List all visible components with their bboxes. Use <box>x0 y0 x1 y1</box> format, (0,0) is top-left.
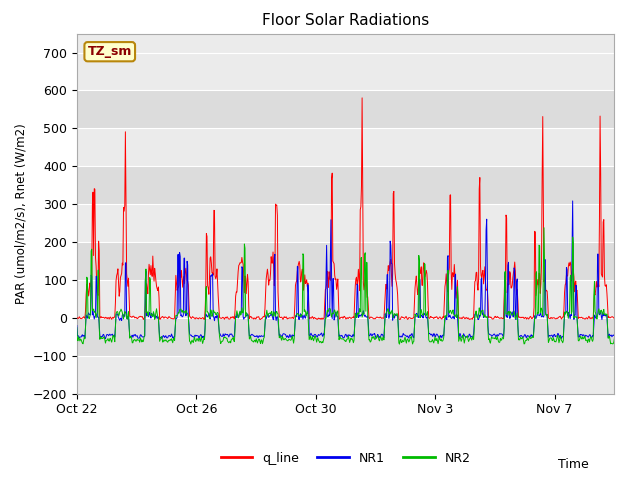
Text: TZ_sm: TZ_sm <box>88 45 132 58</box>
Text: Time: Time <box>558 458 589 471</box>
q_line <box>256 317 264 323</box>
NR1 <box>508 310 515 316</box>
NR2 <box>269 313 276 319</box>
NR2 <box>508 312 515 318</box>
q_line <box>298 269 305 275</box>
NR1 <box>378 331 386 337</box>
q_line <box>508 282 516 288</box>
q_line <box>269 249 277 255</box>
Bar <box>77 90 614 128</box>
Bar <box>77 166 614 204</box>
Bar <box>77 356 614 394</box>
Y-axis label: PAR (umol/m2/s), Rnet (W/m2): PAR (umol/m2/s), Rnet (W/m2) <box>14 123 27 304</box>
NR2 <box>378 336 385 342</box>
NR2 <box>73 325 81 331</box>
Bar <box>77 318 614 356</box>
NR1 <box>269 316 277 322</box>
Line: NR1: NR1 <box>77 201 614 338</box>
NR1 <box>569 198 577 204</box>
Bar <box>77 128 614 166</box>
NR2 <box>611 336 618 341</box>
Line: q_line: q_line <box>77 98 614 320</box>
NR2 <box>396 341 403 347</box>
Legend: q_line, NR1, NR2: q_line, NR1, NR2 <box>216 447 476 469</box>
NR1 <box>102 336 109 341</box>
NR1 <box>92 274 100 279</box>
Line: NR2: NR2 <box>77 228 614 344</box>
Bar <box>77 280 614 318</box>
NR2 <box>200 338 207 344</box>
q_line <box>92 264 100 269</box>
Bar <box>77 204 614 242</box>
q_line <box>611 315 618 321</box>
NR2 <box>92 315 100 321</box>
Bar <box>77 242 614 280</box>
q_line <box>200 315 207 321</box>
NR2 <box>297 312 305 317</box>
Bar <box>77 52 614 90</box>
NR1 <box>73 323 81 328</box>
q_line <box>358 95 366 101</box>
NR1 <box>611 332 618 337</box>
q_line <box>73 315 81 321</box>
NR2 <box>540 225 548 230</box>
NR1 <box>200 335 208 341</box>
q_line <box>379 315 387 321</box>
Title: Floor Solar Radiations: Floor Solar Radiations <box>262 13 429 28</box>
NR1 <box>298 312 305 318</box>
